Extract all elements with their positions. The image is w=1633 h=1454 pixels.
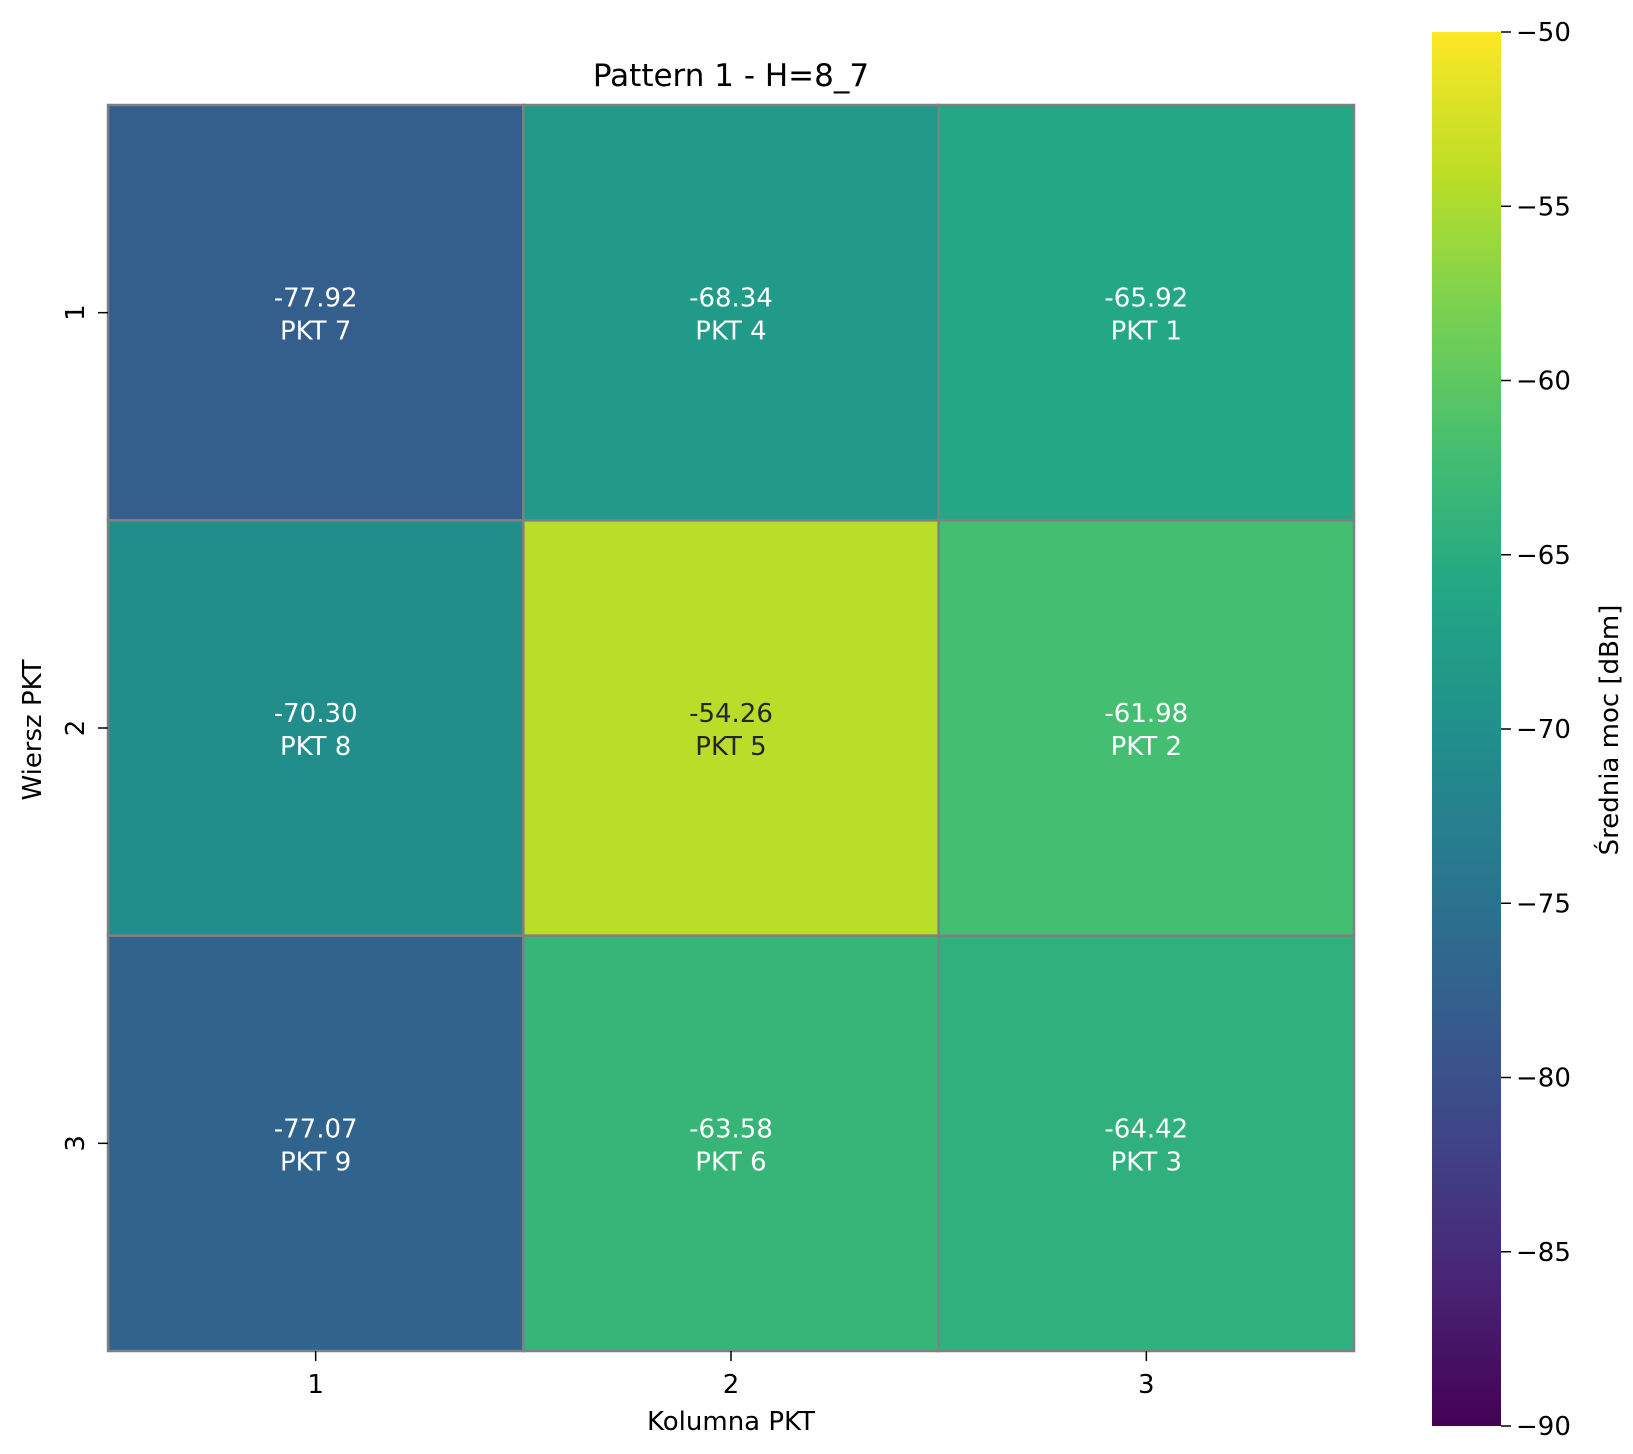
x-tick-label: 3 [1138, 1370, 1155, 1400]
cell-value-label: -65.92 [1104, 284, 1188, 314]
cell-value-label: -63.58 [689, 1114, 773, 1144]
heatmap-axes: 1 2 3 1 2 3 [61, 304, 1155, 1400]
cell-value-label: -70.30 [274, 699, 358, 729]
colorbar-tick-label: −80 [1516, 1064, 1571, 1094]
cell-point-label: PKT 3 [1111, 1147, 1182, 1177]
x-axis-label: Kolumna PKT [647, 1407, 815, 1437]
y-tick-label: 2 [61, 720, 91, 737]
colorbar-tick-label: −50 [1516, 18, 1571, 48]
heatmap-cell [522, 934, 940, 1353]
chart-title: Pattern 1 - H=8_7 [593, 58, 869, 94]
cell-point-label: PKT 1 [1111, 317, 1182, 347]
cell-point-label: PKT 6 [695, 1147, 766, 1177]
colorbar-label: Średnia moc [dBm] [1593, 605, 1625, 856]
x-tick-label: 2 [723, 1370, 740, 1400]
heatmap-cell [937, 103, 1356, 522]
heatmap-cell [522, 519, 940, 937]
colorbar-tick-label: −65 [1516, 541, 1571, 571]
cell-value-label: -77.92 [274, 284, 358, 314]
heatmap-cell [106, 103, 525, 522]
heatmap-cell [522, 103, 940, 522]
colorbar-tick-label: −60 [1516, 367, 1571, 397]
x-tick-label: 1 [307, 1370, 324, 1400]
cell-value-label: -61.98 [1104, 699, 1188, 729]
colorbar-tick-label: −70 [1516, 715, 1571, 745]
cell-point-label: PKT 4 [695, 317, 766, 347]
colorbar-gradient [1432, 32, 1501, 1426]
cell-point-label: PKT 9 [280, 1147, 351, 1177]
heatmap-cell [106, 934, 525, 1353]
heatmap-cell [106, 519, 525, 937]
cell-point-label: PKT 8 [280, 732, 351, 762]
colorbar-tick-label: −85 [1516, 1238, 1571, 1268]
y-axis-label: Wiersz PKT [18, 659, 48, 800]
heatmap-cell [937, 519, 1356, 937]
y-tick-label: 3 [61, 1135, 91, 1152]
cell-value-label: -54.26 [689, 699, 773, 729]
colorbar-tick-label: −75 [1516, 889, 1571, 919]
cell-value-label: -64.42 [1104, 1114, 1188, 1144]
cell-point-label: PKT 2 [1111, 732, 1182, 762]
colorbar-tick-label: −90 [1516, 1412, 1571, 1442]
cell-point-label: PKT 5 [695, 732, 766, 762]
colorbar: −50 −55 −60 −65 −70 −75 −80 −85 −90 [1432, 18, 1571, 1442]
cell-value-label: -68.34 [689, 284, 773, 314]
cell-value-label: -77.07 [274, 1114, 358, 1144]
cell-point-label: PKT 7 [280, 317, 351, 347]
colorbar-tick-label: −55 [1516, 192, 1571, 222]
y-tick-label: 1 [61, 304, 91, 321]
